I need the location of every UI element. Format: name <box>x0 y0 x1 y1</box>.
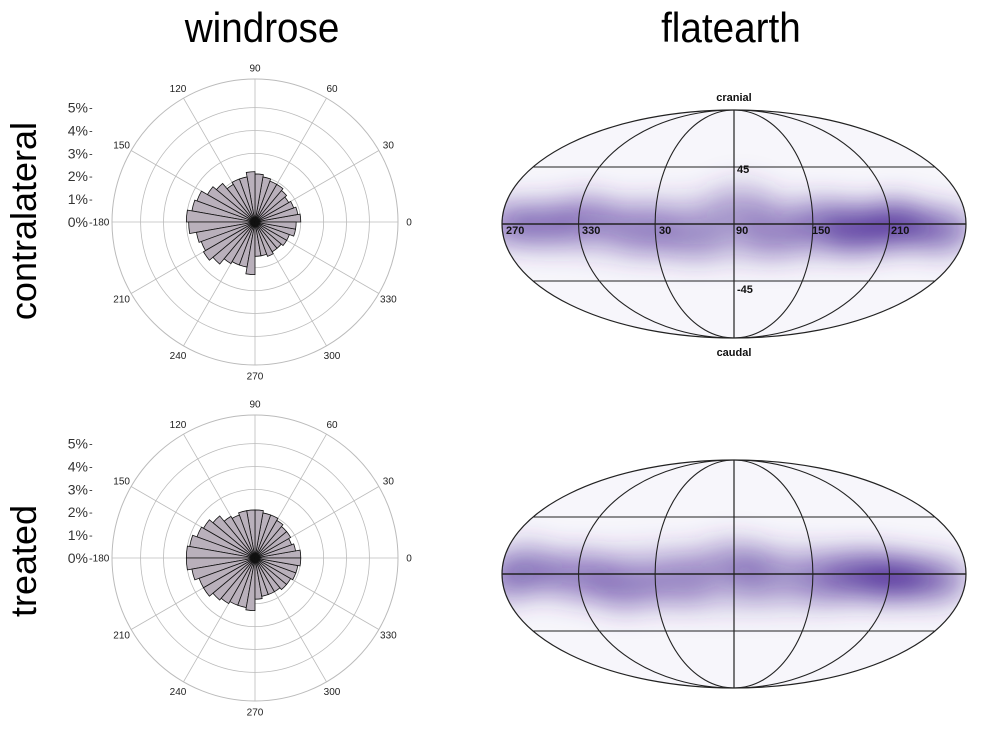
windrose-treated-radial-label-0: 0% <box>68 550 88 566</box>
flatearth-contralateral-top-label: cranial <box>716 92 751 104</box>
windrose-contralateral-radial-label-3: 3% <box>68 145 88 161</box>
windrose-treated-bar-235 <box>220 557 256 605</box>
flatearth-contralateral-density-blob-6 <box>551 195 620 240</box>
windrose-treated-radial-label-1: 1% <box>68 527 88 543</box>
windrose-treated-bar-265 <box>245 557 256 612</box>
windrose-contralateral-angle-label-60: 60 <box>326 84 338 95</box>
windrose-treated-angle-label-240: 240 <box>170 687 187 698</box>
windrose-contralateral-angle-label-330: 330 <box>380 295 397 306</box>
windrose-treated-bar-215 <box>202 557 256 597</box>
windrose-treated-radial-tick-2: - <box>89 507 93 519</box>
windrose-contralateral-angle-label-90: 90 <box>249 64 261 75</box>
windrose-contralateral-angle-label-300: 300 <box>324 351 341 362</box>
column-title-flatearth: flatearth <box>661 4 801 51</box>
windrose-contralateral-radial-tick-3: - <box>89 148 93 160</box>
flatearth-contralateral-density-blob-9 <box>502 202 536 246</box>
windrose-treated-bar-225 <box>212 557 256 601</box>
windrose-contralateral-angle-label-240: 240 <box>170 351 187 362</box>
windrose-treated-angle-label-300: 300 <box>324 687 341 698</box>
windrose-contralateral-bar-265 <box>245 221 256 276</box>
windrose-treated-radial-tick-5: - <box>89 439 93 451</box>
windrose-contralateral-angle-label-210: 210 <box>113 295 130 306</box>
flatearth-treated-density-blob-3 <box>790 555 859 600</box>
windrose-treated-radial-label-5: 5% <box>68 436 88 452</box>
flatearth-contralateral-lon-label-90: 90 <box>736 225 748 237</box>
flatearth-contralateral-outline <box>501 109 967 339</box>
windrose-contralateral-radial-label-5: 5% <box>68 100 88 116</box>
flatearth-contralateral-density-blob-2 <box>906 208 966 253</box>
windrose-treated-radial-label-3: 3% <box>68 481 88 497</box>
windrose-contralateral-bar-175 <box>185 209 256 223</box>
windrose-contralateral-radial-label-2: 2% <box>68 168 88 184</box>
windrose-treated-angle-label-270: 270 <box>247 708 264 719</box>
flatearth-contralateral-lon-label-270: 270 <box>506 225 524 237</box>
windrose-contralateral-radial-tick-0: - <box>89 217 93 229</box>
windrose-contralateral-bar-235 <box>223 221 256 265</box>
row-title-treated: treated <box>3 504 44 618</box>
windrose-contralateral-angle-label-270: 270 <box>247 372 264 383</box>
flatearth-contralateral-density-blob-7 <box>609 208 678 253</box>
windrose-treated-radial-tick-3: - <box>89 484 93 496</box>
windrose-contralateral-radial-label-0: 0% <box>68 214 88 230</box>
row-title-contralateral: contralateral <box>3 121 44 321</box>
windrose-treated-radial-tick-1: - <box>89 530 93 542</box>
windrose-contralateral-radial-label-4: 4% <box>68 122 88 138</box>
windrose-contralateral-bar-225 <box>212 221 256 265</box>
flatearth-contralateral-lon-label-210: 210 <box>891 225 909 237</box>
windrose-contralateral-bar-215 <box>202 221 256 261</box>
windrose-contralateral-radial-tick-1: - <box>89 194 93 206</box>
windrose-treated-angle-label-150: 150 <box>113 477 130 488</box>
windrose-contralateral-radial-tick-5: - <box>89 103 93 115</box>
flatearth-contralateral-density-blob-10 <box>706 183 775 227</box>
flatearth-treated-outline <box>501 459 967 689</box>
windrose-treated-angle-label-210: 210 <box>113 631 130 642</box>
windrose-contralateral-angle-label-150: 150 <box>113 141 130 152</box>
windrose-treated-radial-label-4: 4% <box>68 458 88 474</box>
windrose-contralateral-bar-355 <box>254 221 297 230</box>
flatearth-contralateral-lon-label-150: 150 <box>812 225 830 237</box>
windrose-treated-angle-label-30: 30 <box>383 477 395 488</box>
windrose-treated-radial-label-2: 2% <box>68 504 88 520</box>
windrose-treated-angle-label-90: 90 <box>249 400 261 411</box>
flatearth-contralateral-bottom-label: caudal <box>717 347 752 359</box>
windrose-contralateral-bar-115 <box>231 178 256 223</box>
flatearth-treated-density-blob-6 <box>590 564 659 609</box>
column-title-windrose: windrose <box>184 4 340 51</box>
windrose-contralateral-radial-label-1: 1% <box>68 191 88 207</box>
flatearth-contralateral-lat-label--45: -45 <box>737 284 753 296</box>
flatearth-contralateral-lon-label-330: 330 <box>582 225 600 237</box>
windrose-treated-angle-label-180: 180 <box>93 554 110 565</box>
windrose-treated-angle-label-60: 60 <box>326 420 338 431</box>
flatearth-contralateral-density-blob-8 <box>661 214 730 259</box>
windrose-treated-angle-label-0: 0 <box>406 554 412 565</box>
windrose-contralateral-angle-label-30: 30 <box>383 141 395 152</box>
flatearth-contralateral-lat-label-45: 45 <box>737 164 749 176</box>
windrose-treated-angle-label-330: 330 <box>380 631 397 642</box>
windrose-contralateral-angle-label-0: 0 <box>406 218 412 229</box>
flatearth-contralateral-chart: cranial caudal 45 -45 270 330 30 90 150 210 <box>501 92 967 359</box>
windrose-contralateral-radial-tick-4: - <box>89 125 93 137</box>
windrose-contralateral-radial-tick-2: - <box>89 171 93 183</box>
windrose-treated-radial-tick-4: - <box>89 461 93 473</box>
flatearth-contralateral-lon-label-30: 30 <box>659 225 671 237</box>
windrose-treated-radial-tick-0: - <box>89 553 93 565</box>
flatearth-treated-density-blob-7 <box>648 558 717 603</box>
windrose-treated-bar-355 <box>254 557 302 567</box>
flatearth-treated-chart <box>501 459 967 689</box>
flatearth-treated-density-blob-9 <box>502 558 536 603</box>
windrose-contralateral-angle-label-120: 120 <box>170 84 187 95</box>
windrose-treated-angle-label-120: 120 <box>170 420 187 431</box>
windrose-contralateral-angle-label-180: 180 <box>93 218 110 229</box>
flatearth-treated-density-blob-2 <box>899 558 966 603</box>
